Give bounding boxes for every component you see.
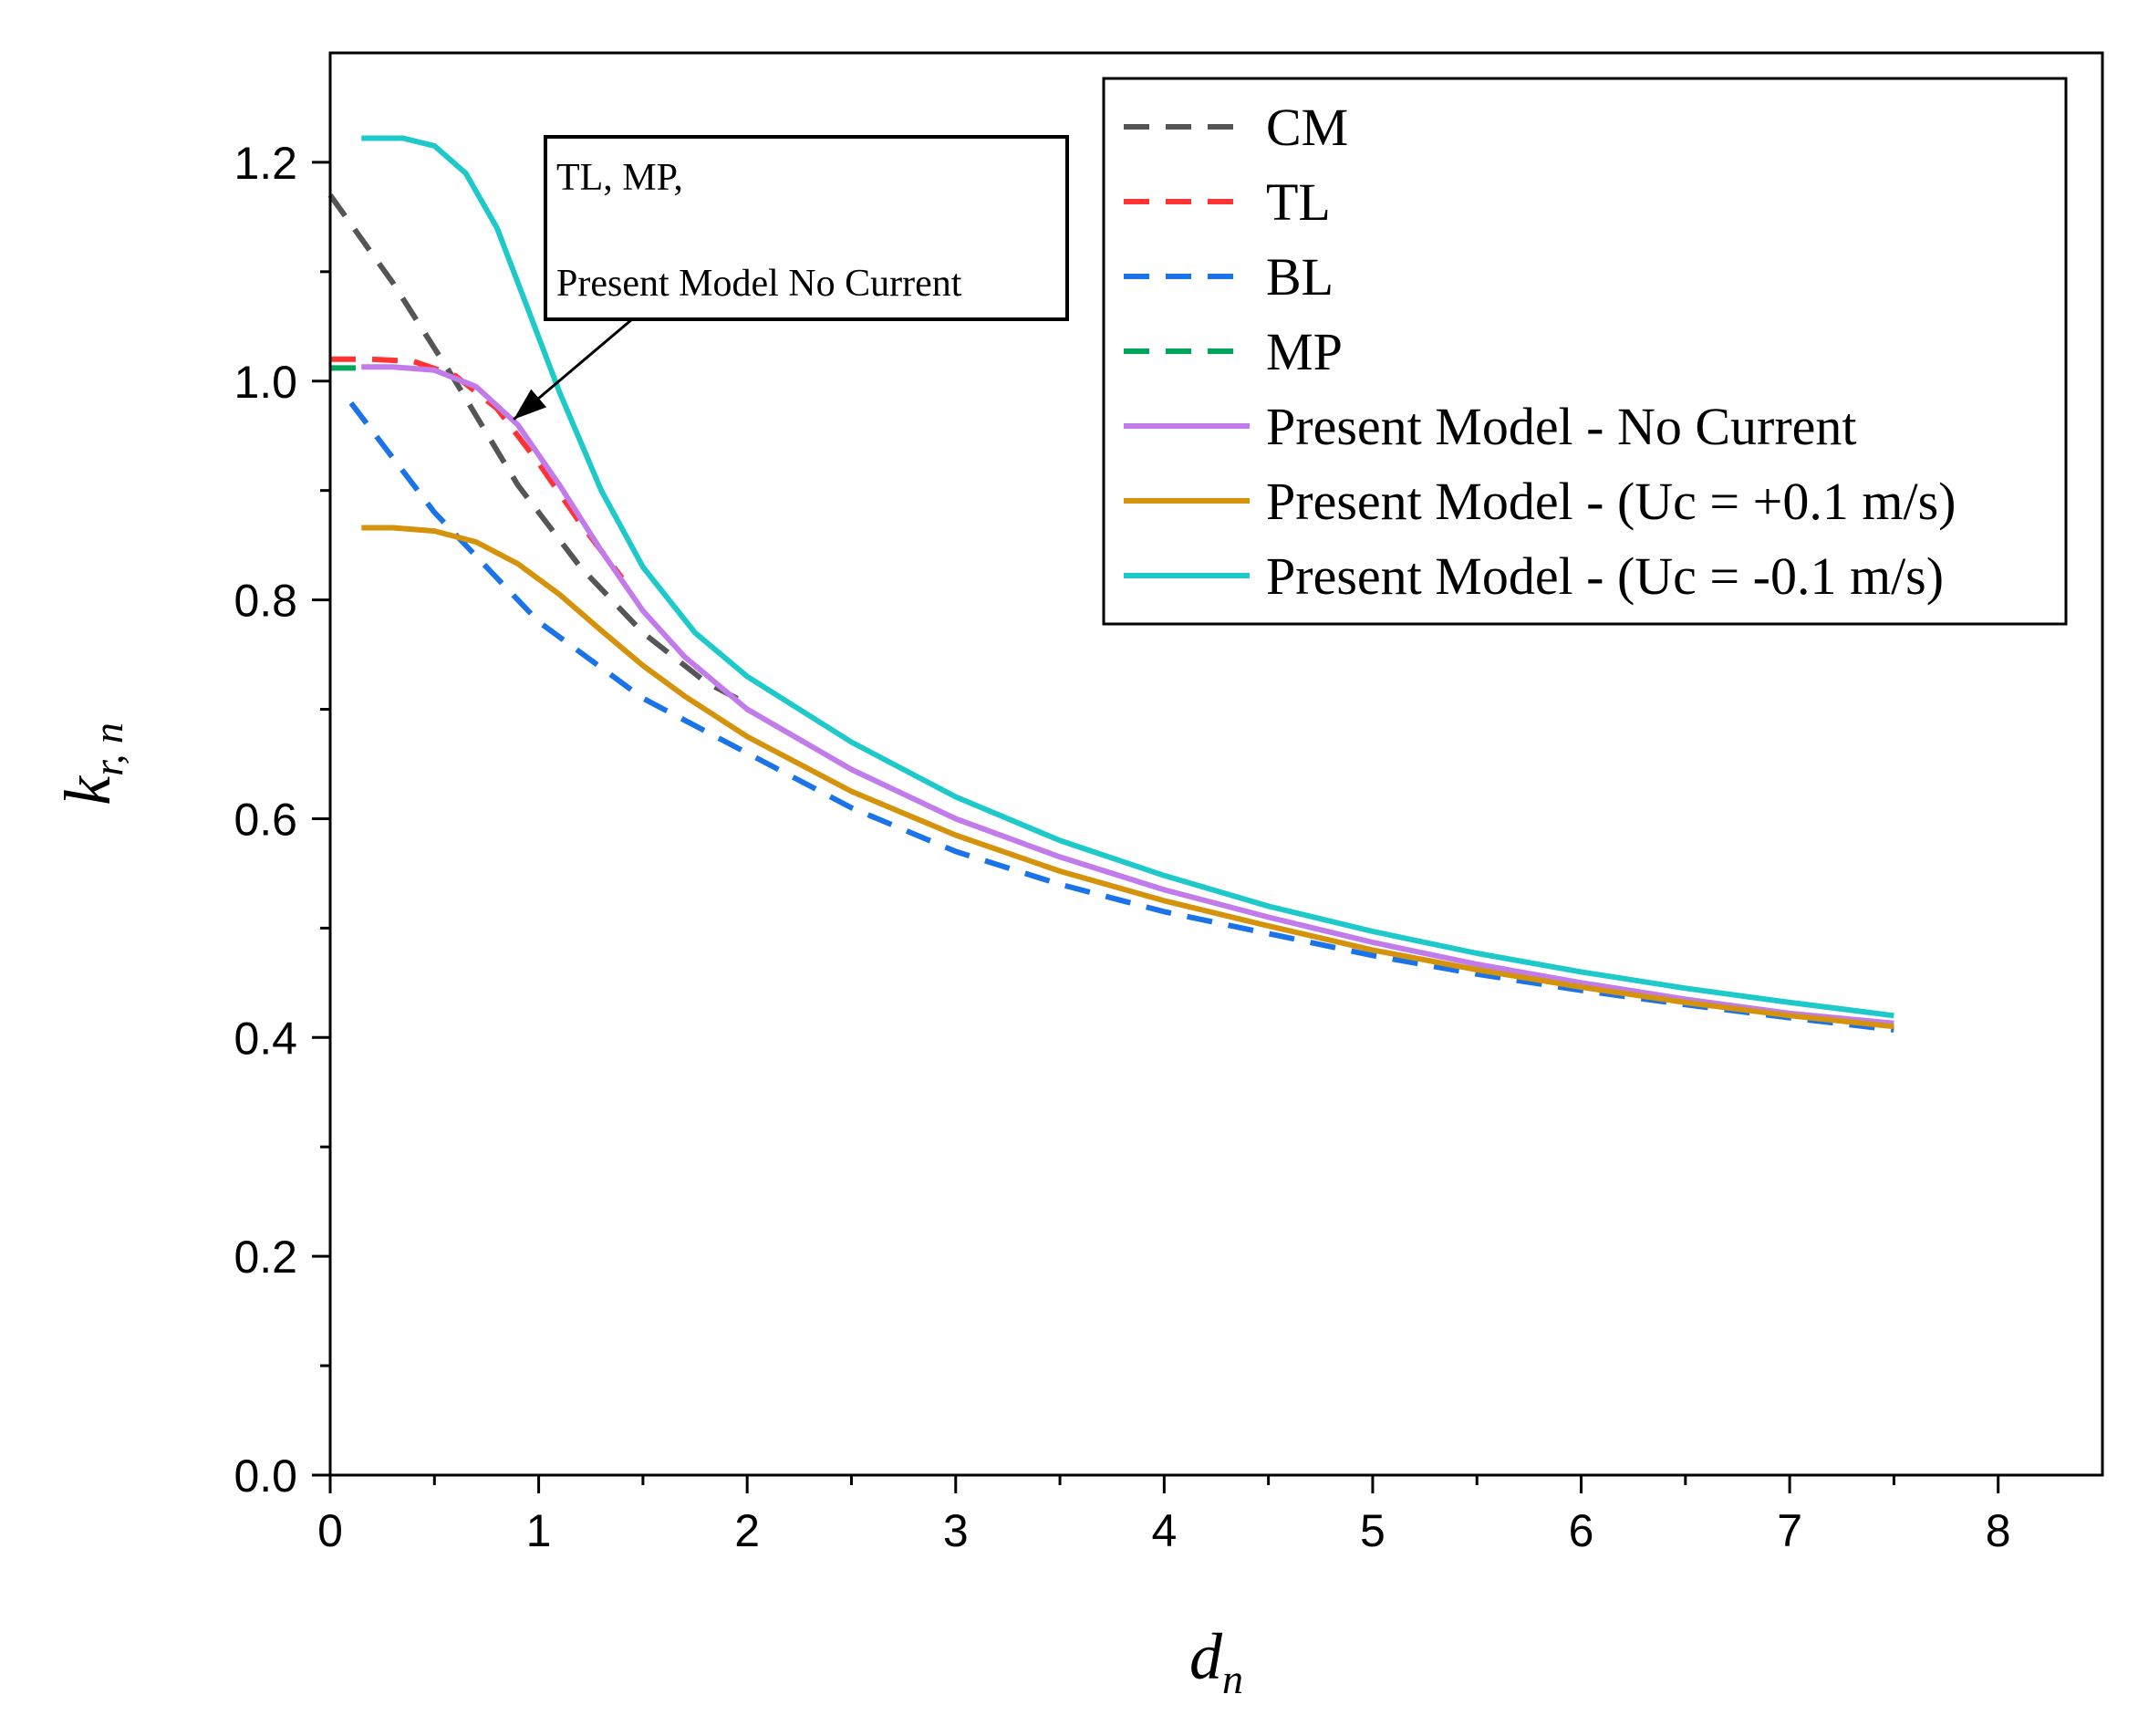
y-tick-label: 0.4	[234, 1013, 297, 1064]
series-line-tl	[330, 356, 625, 580]
y-tick-label: 0.2	[234, 1232, 297, 1283]
legend-label: Present Model - (Uc = -0.1 m/s)	[1266, 546, 1944, 606]
legend-label: TL	[1266, 172, 1331, 232]
series-layer	[327, 135, 1894, 1033]
legend-box	[1102, 77, 2068, 626]
annotation-box	[544, 135, 1069, 321]
x-axis-title-sub: n	[1222, 1656, 1243, 1702]
legend-label: Present Model - (Uc = +0.1 m/s)	[1266, 472, 1956, 531]
x-tick-label: 2	[734, 1505, 760, 1556]
x-axis-title: dn	[1189, 1620, 1243, 1702]
y-tick-label: 1.2	[234, 138, 297, 189]
annotation-text: Present Model No Current	[556, 263, 962, 305]
x-tick-label: 0	[317, 1505, 343, 1556]
x-tick-label: 4	[1151, 1505, 1177, 1556]
series-line-present-model-no-current	[361, 364, 1894, 1026]
y-axis-title-sub: r, n	[85, 722, 131, 776]
y-tick-label: 0.8	[234, 576, 297, 627]
y-tick-label: 0.6	[234, 794, 297, 845]
x-tick-label: 3	[943, 1505, 969, 1556]
x-tick-label: 1	[526, 1505, 552, 1556]
y-tick-label: 0.0	[234, 1450, 297, 1502]
series-line-cm	[327, 193, 749, 707]
x-axis-title-main: d	[1189, 1620, 1223, 1693]
x-tick-label: 5	[1360, 1505, 1386, 1556]
x-tick-label: 8	[1986, 1505, 2011, 1556]
legend: CM TL BL MP Present Model - No Current Presen…	[1102, 77, 2068, 626]
annotation-text: TL, MP,	[556, 157, 683, 199]
x-tick-label: 6	[1569, 1505, 1594, 1556]
x-tick-label: 7	[1777, 1505, 1802, 1556]
annotation: TL, MP, Present Model No Current	[513, 135, 1069, 421]
legend-label: BL	[1266, 247, 1334, 307]
series-line-present-model-uc-0-1-m-s	[361, 525, 1894, 1030]
annotation-arrow-head	[514, 389, 547, 420]
plot-frame	[328, 51, 2104, 1477]
series-line-present-model-uc-0-1-m-s	[361, 135, 1894, 1019]
legend-label: CM	[1266, 98, 1348, 157]
axes: 0 1 2 3 4 5 6 7 8 0.0 0.2 0.4 0.6 0.8 1.0 1.2	[234, 138, 2010, 1556]
y-axis-title: kr, n	[51, 722, 131, 806]
y-tick-label: 1.0	[234, 357, 297, 408]
y-axis-title-main: k	[51, 774, 124, 806]
legend-label: Present Model - No Current	[1266, 397, 1857, 456]
series-line-bl	[348, 400, 1894, 1033]
legend-label: MP	[1266, 322, 1343, 381]
